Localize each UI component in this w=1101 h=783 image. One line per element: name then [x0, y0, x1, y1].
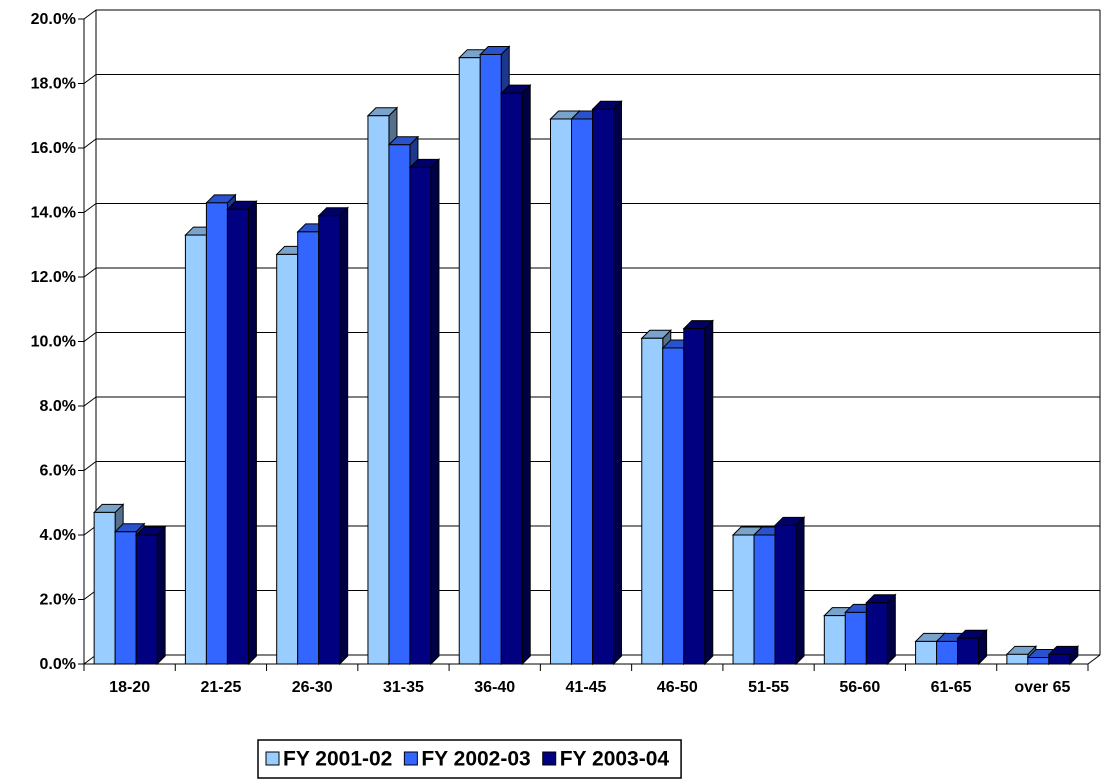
x-tick-label: 56-60: [839, 679, 880, 696]
bar-3d: [865, 593, 897, 666]
bar-side: [886, 593, 896, 666]
y-tick-label: 10.0%: [31, 334, 76, 351]
bar-side: [795, 516, 805, 666]
legend-box: [257, 739, 682, 779]
bar-side: [521, 83, 531, 666]
legend-text: FY 2003-04: [560, 748, 670, 771]
legend-swatch: [403, 751, 418, 766]
bar-side: [247, 200, 257, 666]
bar: [732, 534, 755, 665]
y-tick-label: 16.0%: [31, 140, 76, 157]
bar: [388, 144, 411, 665]
bar: [571, 118, 593, 665]
grid-line-side: [83, 461, 97, 471]
bar: [936, 640, 959, 665]
legend-text: FY 2002-03: [421, 748, 530, 771]
x-tick-label: 18-20: [109, 679, 150, 696]
bar: [683, 328, 706, 665]
grid-line-side: [83, 74, 97, 84]
x-tick-label: 41-45: [566, 679, 607, 696]
bar: [844, 611, 867, 665]
y-tick-label: 12.0%: [31, 269, 76, 286]
bar: [318, 215, 341, 665]
bar: [774, 524, 797, 665]
bar-side: [613, 100, 622, 666]
bar: [184, 234, 207, 665]
bar: [823, 615, 846, 665]
grid-line-side: [83, 203, 97, 213]
bar: [205, 202, 228, 665]
x-tick-label: 36-40: [474, 679, 515, 696]
bar-side: [430, 158, 440, 666]
bar-3d: [682, 319, 714, 666]
bar: [1048, 653, 1071, 665]
y-tick-label: 4.0%: [40, 527, 76, 544]
y-tick-label: 18.0%: [31, 76, 76, 93]
bar: [458, 57, 481, 665]
grid-line-side: [83, 9, 97, 20]
legend-swatch: [265, 751, 280, 766]
bar: [592, 108, 614, 665]
bar: [915, 640, 938, 665]
y-tick-label: 8.0%: [40, 398, 76, 415]
y-tick-label: 2.0%: [40, 592, 76, 609]
bar: [409, 166, 432, 665]
bar-3d: [226, 200, 258, 666]
y-tick-label: 20.0%: [31, 11, 76, 28]
bar: [500, 92, 523, 665]
bar-3d: [1047, 645, 1080, 666]
grid-line-side: [83, 138, 97, 149]
bar-3d: [591, 100, 623, 666]
x-tick-label: 26-30: [292, 679, 333, 696]
y-tick-label: 6.0%: [40, 463, 76, 480]
bar-3d: [408, 158, 441, 666]
bar-side: [156, 525, 166, 666]
bar-3d: [773, 516, 806, 666]
bar: [276, 253, 299, 665]
y-tick-label: 14.0%: [31, 205, 76, 222]
bar-3d: [317, 206, 349, 666]
bar: [641, 337, 664, 665]
bar-side: [704, 319, 714, 666]
bar: [1006, 653, 1029, 665]
x-tick-label: 61-65: [931, 679, 972, 696]
bar: [865, 602, 888, 665]
x-tick-label: 21-25: [200, 679, 241, 696]
bar: [297, 231, 320, 665]
bar: [135, 534, 158, 665]
y-tick-label: 0.0%: [40, 656, 76, 673]
x-tick-label: 51-55: [748, 679, 789, 696]
grid-line-side: [83, 396, 97, 407]
bar: [550, 118, 572, 665]
bar-3d: [500, 83, 532, 666]
grid-line-side: [83, 332, 97, 342]
floor-right: [1087, 654, 1101, 665]
bar: [93, 511, 116, 665]
bar: [662, 347, 685, 665]
legend: FY 2001-02 FY 2002-03 FY 2003-04: [257, 739, 682, 779]
bar: [226, 208, 249, 665]
legend-text: FY 2001-02: [283, 748, 392, 771]
x-tick-label: over 65: [1014, 679, 1070, 696]
bar-3d: [956, 628, 988, 666]
bar-3d: [134, 525, 167, 666]
bar: [114, 531, 137, 665]
bar: [1027, 657, 1050, 665]
bar-side: [339, 206, 349, 666]
bar: [479, 53, 502, 665]
x-tick-label: 31-35: [383, 679, 424, 696]
grid-line-side: [83, 267, 97, 278]
legend-swatch: [542, 751, 557, 766]
x-tick-label: 46-50: [657, 679, 698, 696]
bar: [753, 534, 776, 665]
bar: [367, 115, 390, 665]
bar: [957, 637, 980, 665]
